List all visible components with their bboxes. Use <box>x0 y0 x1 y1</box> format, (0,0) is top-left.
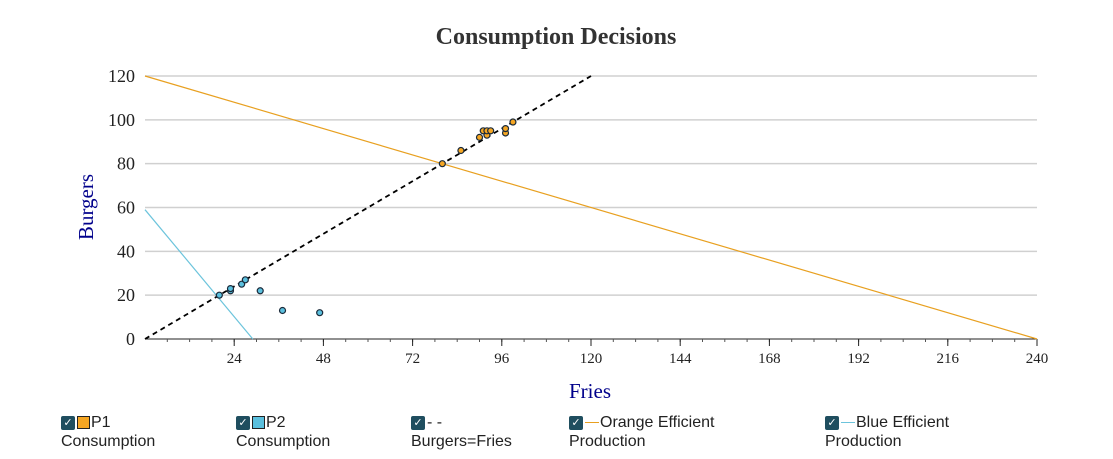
x-axis-label: Fries <box>569 379 611 403</box>
grid-lines <box>145 75 1037 296</box>
chart: Consumption Decisions 24 48 72 96 120 144 168 1… <box>74 24 1049 403</box>
p2-swatch-icon <box>252 416 265 429</box>
point-p2-consumption <box>256 287 264 295</box>
x-axis-ticks: 24 48 72 96 120 144 168 192 216 240 <box>227 339 1049 367</box>
legend-label-orange-line2: Production <box>569 433 646 450</box>
legend-label-p1-line1: P1 <box>91 414 111 431</box>
point-p1-consumption <box>438 160 446 168</box>
checkbox-p1[interactable]: ✓ <box>61 415 75 430</box>
legend-label-burgers-fries-line2: Burgers=Fries <box>411 433 512 450</box>
y-tick-label-120: 120 <box>108 66 135 86</box>
y-tick-label-60: 60 <box>117 198 135 218</box>
y-tick-label-80: 80 <box>117 154 135 174</box>
point-p1-consumption <box>501 125 510 133</box>
line-orange-efficient-production <box>144 75 1038 340</box>
point-p1-consumption <box>457 146 465 155</box>
y-axis-label: Burgers <box>74 174 98 240</box>
chart-title: Consumption Decisions <box>436 24 677 50</box>
point-p2-consumption <box>278 306 287 315</box>
checkbox-blue-efficient[interactable]: ✓ <box>825 415 839 430</box>
point-p2-consumption <box>226 284 235 293</box>
x-tick-label-72: 72 <box>405 351 420 367</box>
point-p2-consumption <box>215 291 223 299</box>
x-tick-label-48: 48 <box>316 351 331 367</box>
blue-line-icon <box>841 422 855 423</box>
x-tick-label-240: 240 <box>1026 351 1049 367</box>
point-p1-consumption <box>475 133 484 141</box>
legend: ✓ P1 Consumption ✓ P2 Consumption ✓ - - … <box>0 413 1113 459</box>
legend-item-orange-efficient[interactable]: ✓ Orange Efficient Production <box>569 413 714 451</box>
legend-label-blue-line2: Production <box>825 433 902 450</box>
legend-label-p2-line2: Consumption <box>236 433 331 450</box>
checkbox-burgers-fries[interactable]: ✓ <box>411 415 425 430</box>
p1-swatch-icon <box>77 416 90 429</box>
checkbox-orange-efficient[interactable]: ✓ <box>569 415 583 430</box>
point-p2-consumption <box>241 276 249 284</box>
x-tick-label-120: 120 <box>580 351 603 367</box>
x-tick-label-168: 168 <box>758 351 781 367</box>
legend-label-blue-line1: Blue Efficient <box>856 414 950 431</box>
y-tick-label-100: 100 <box>108 110 135 130</box>
legend-label-p2-line1: P2 <box>266 414 286 431</box>
orange-line-icon <box>585 422 599 423</box>
x-tick-label-144: 144 <box>669 351 692 367</box>
point-p2-consumption <box>238 280 246 288</box>
point-p1-consumption <box>509 118 517 126</box>
checkbox-p2[interactable]: ✓ <box>236 415 250 430</box>
point-p1-consumption <box>487 127 495 135</box>
y-axis-ticks: 0 20 40 60 80 100 120 <box>108 66 135 349</box>
legend-label-orange-line1: Orange Efficient <box>600 414 715 431</box>
y-tick-label-40: 40 <box>117 241 135 261</box>
data-points <box>215 118 517 317</box>
x-tick-label-216: 216 <box>937 351 960 367</box>
legend-item-burgers-fries[interactable]: ✓ - - Burgers=Fries <box>411 413 512 451</box>
x-tick-label-96: 96 <box>494 351 510 367</box>
y-tick-label-20: 20 <box>117 285 135 305</box>
legend-item-p2[interactable]: ✓ P2 Consumption <box>236 413 330 451</box>
line-blue-efficient-production <box>144 209 254 340</box>
x-tick-label-24: 24 <box>227 351 243 367</box>
legend-item-blue-efficient[interactable]: ✓ Blue Efficient Production <box>825 413 949 451</box>
reference-lines <box>144 75 1038 340</box>
legend-label-p1-line2: Consumption <box>61 433 156 450</box>
point-p2-consumption <box>316 309 324 317</box>
y-tick-label-0: 0 <box>126 329 135 349</box>
legend-label-burgers-fries-line1: - - <box>427 414 443 431</box>
x-tick-label-192: 192 <box>847 351 870 367</box>
legend-item-p1[interactable]: ✓ P1 Consumption <box>61 413 155 451</box>
